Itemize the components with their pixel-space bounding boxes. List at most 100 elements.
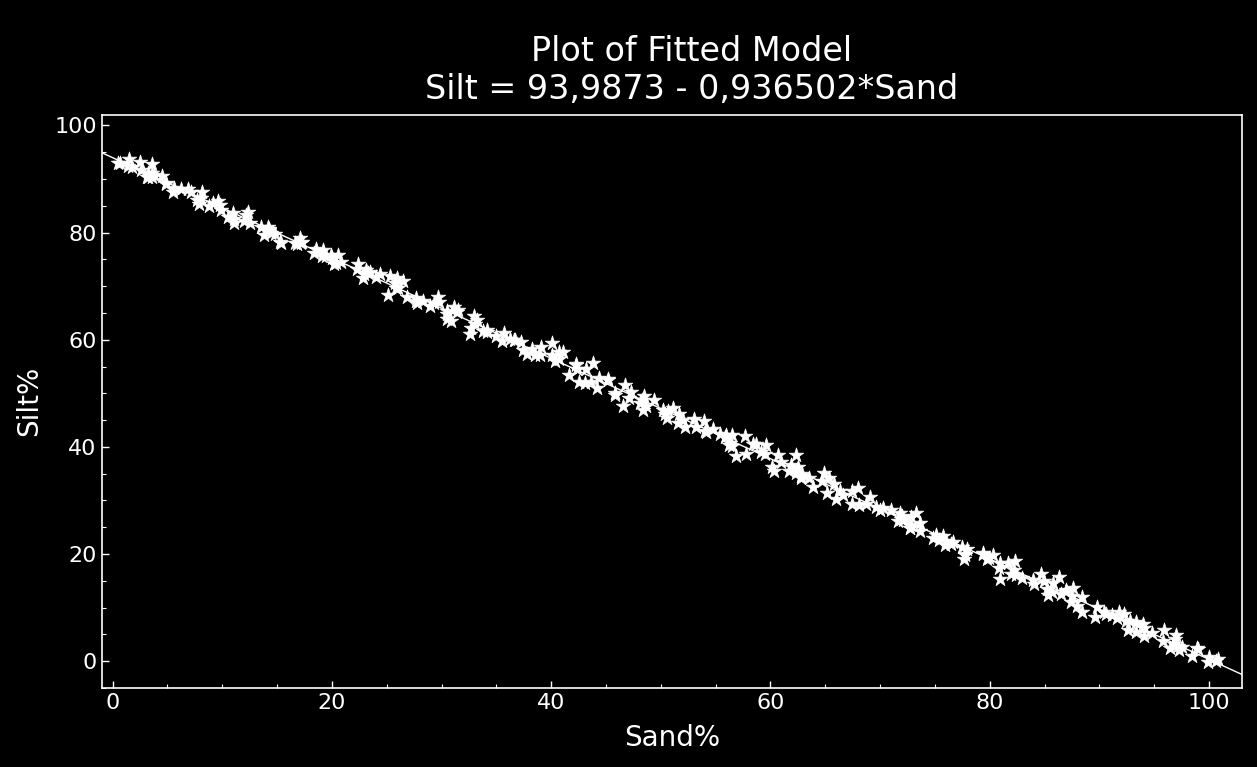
Point <box>566 359 586 371</box>
Point <box>1037 583 1057 595</box>
Point <box>322 249 342 262</box>
Y-axis label: Silt%: Silt% <box>15 367 43 436</box>
Point <box>380 270 400 282</box>
Point <box>1022 574 1042 586</box>
Point <box>331 255 351 268</box>
Point <box>792 468 812 480</box>
Point <box>348 258 368 270</box>
Point <box>1061 596 1081 608</box>
Point <box>583 357 603 369</box>
Point <box>406 295 426 307</box>
Point <box>473 325 493 337</box>
Point <box>476 324 497 337</box>
Point <box>553 346 573 358</box>
Point <box>460 328 480 340</box>
Point <box>436 304 456 317</box>
Point <box>222 206 243 219</box>
Point <box>414 295 434 308</box>
Point <box>781 459 801 472</box>
Point <box>598 373 618 385</box>
Point <box>755 448 776 460</box>
Point <box>366 271 386 283</box>
Point <box>662 403 683 415</box>
Point <box>138 167 158 179</box>
Point <box>825 478 845 490</box>
Point <box>138 171 158 183</box>
Point <box>1199 651 1219 663</box>
Point <box>156 177 176 189</box>
Point <box>224 212 244 225</box>
Point <box>714 431 734 443</box>
Point <box>258 221 278 233</box>
Text: Plot of Fitted Model: Plot of Fitted Model <box>530 35 852 67</box>
Point <box>696 426 716 438</box>
Point <box>152 170 172 182</box>
Point <box>217 211 238 223</box>
Point <box>530 341 551 354</box>
Point <box>122 161 142 173</box>
Point <box>848 482 869 495</box>
Point <box>881 504 901 516</box>
Point <box>1166 629 1187 641</box>
Point <box>289 232 309 245</box>
Point <box>634 403 654 416</box>
Point <box>788 461 808 473</box>
Point <box>406 291 426 304</box>
Point <box>250 221 270 233</box>
Point <box>791 469 811 482</box>
Point <box>1085 611 1105 623</box>
Point <box>606 389 626 401</box>
Point <box>238 206 258 218</box>
Point <box>1051 588 1071 601</box>
Point <box>210 199 230 211</box>
Point <box>447 304 468 316</box>
Point <box>597 374 617 387</box>
Point <box>118 160 138 172</box>
Point <box>199 200 219 212</box>
Point <box>224 216 244 229</box>
Point <box>929 534 949 546</box>
Point <box>955 548 975 560</box>
Point <box>818 472 838 484</box>
Point <box>830 485 850 497</box>
Point <box>952 542 972 554</box>
Point <box>786 466 806 479</box>
Point <box>874 502 894 514</box>
Point <box>615 379 635 391</box>
Point <box>156 178 176 190</box>
Point <box>234 215 254 227</box>
Point <box>513 344 533 357</box>
Point <box>900 522 920 534</box>
Point <box>743 437 763 449</box>
Point <box>630 397 650 409</box>
Point <box>703 423 723 436</box>
Point <box>1198 656 1218 668</box>
Point <box>850 499 870 512</box>
Point <box>567 364 587 376</box>
Point <box>762 461 782 473</box>
Point <box>943 536 963 548</box>
Point <box>926 528 947 541</box>
Point <box>576 364 596 376</box>
Point <box>1133 618 1153 630</box>
Point <box>441 314 461 327</box>
Point <box>772 456 792 468</box>
Point <box>866 502 886 514</box>
Point <box>312 250 332 262</box>
Point <box>437 313 458 325</box>
Point <box>1006 568 1026 581</box>
Point <box>710 428 730 440</box>
Point <box>860 492 880 504</box>
Point <box>988 562 1008 574</box>
Point <box>1160 642 1180 654</box>
Point <box>892 515 913 527</box>
Point <box>1024 578 1045 590</box>
Point <box>466 314 486 326</box>
Point <box>512 335 532 347</box>
Point <box>645 393 665 406</box>
Point <box>812 475 832 487</box>
Point <box>1094 606 1114 618</box>
Point <box>757 439 777 451</box>
Point <box>973 547 993 559</box>
Point <box>504 334 524 346</box>
